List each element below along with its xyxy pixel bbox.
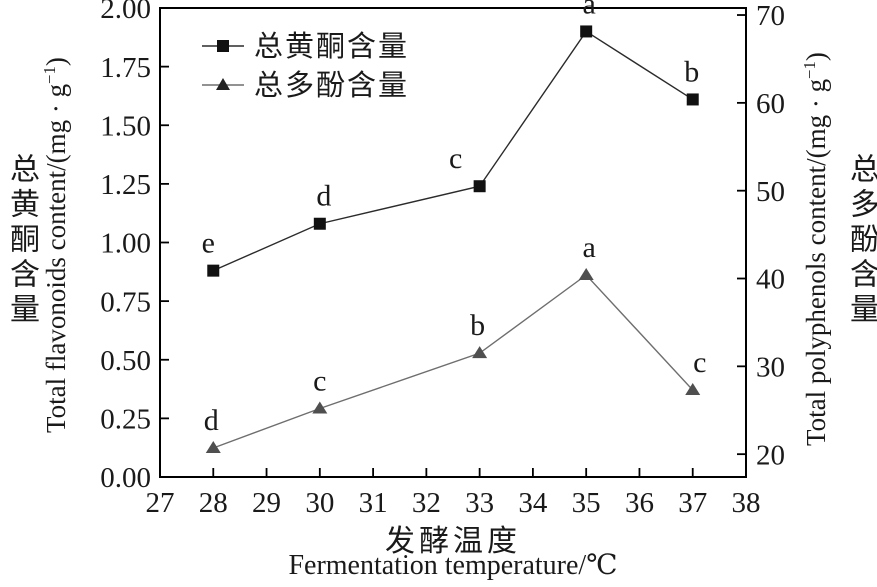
flavonoids-marker <box>207 264 220 277</box>
x-tick-label: 30 <box>305 487 334 519</box>
left-tick-label: 0.00 <box>100 462 151 494</box>
x-tick-label: 27 <box>146 487 175 519</box>
right-axis: 20 30 40 50 60 70 <box>737 0 785 471</box>
series-polyphenols: d c b a c <box>204 231 706 454</box>
plot-frame <box>159 7 747 478</box>
legend-square-marker <box>217 40 229 52</box>
right-axis-title-en: Total polyphenols content/(mg · g−1) <box>794 14 832 484</box>
left-tick-label: 2.00 <box>100 0 151 25</box>
x-tick-label: 29 <box>252 487 281 519</box>
left-axis-title-en-close: ) <box>41 57 71 67</box>
right-tick-label: 70 <box>756 0 785 32</box>
left-axis-title-en: Total flavonoids content/(mg · g−1) <box>34 10 72 480</box>
left-axis: 0.00 0.25 0.50 0.75 1.00 1.25 1.50 1.75 2.00 <box>100 0 169 494</box>
right-tick-label: 40 <box>756 264 785 296</box>
x-tick-label: 31 <box>359 487 388 519</box>
left-axis-title-en-text: Total flavonoids content/(mg · g <box>41 83 71 433</box>
x-axis-title-en: Fermentation temperature/℃ <box>288 550 618 581</box>
x-tick-label: 36 <box>625 487 654 519</box>
left-tick-label: 1.25 <box>100 169 151 201</box>
right-axis-title-en-text: Total polyphenols content/(mg · g <box>801 78 831 446</box>
x-tick-label: 37 <box>678 487 707 519</box>
right-tick-label: 60 <box>756 88 785 120</box>
polyphenols-line <box>213 274 694 449</box>
polyphenols-sig-label: a <box>583 231 596 264</box>
flavonoids-sig-label: d <box>316 180 331 213</box>
polyphenols-marker <box>685 383 701 396</box>
flavonoids-sig-label: a <box>583 0 596 20</box>
flavonoids-sig-label: c <box>449 142 462 175</box>
right-axis-title-en-sup: −1 <box>800 61 819 79</box>
left-tick-label: 0.25 <box>100 404 151 436</box>
x-tick-label: 32 <box>412 487 441 519</box>
left-tick-label: 1.50 <box>100 110 151 142</box>
x-tick-label: 35 <box>572 487 601 519</box>
left-tick-label: 0.50 <box>100 345 151 377</box>
polyphenols-marker <box>205 441 221 454</box>
flavonoids-marker <box>473 180 486 193</box>
flavonoids-marker <box>686 93 699 106</box>
right-axis-title-en-close: ) <box>801 52 831 62</box>
legend-label: 总黄酮含量 <box>254 30 409 63</box>
left-axis-title-en-sup: −1 <box>40 66 59 84</box>
right-tick-label: 30 <box>756 351 785 383</box>
right-tick-label: 50 <box>756 176 785 208</box>
x-tick-label: 28 <box>199 487 228 519</box>
polyphenols-sig-label: d <box>204 404 219 437</box>
legend-triangle-marker <box>216 78 230 90</box>
flavonoids-marker <box>580 25 593 38</box>
polyphenols-sig-label: c <box>693 346 706 379</box>
flavonoids-sig-label: e <box>202 227 215 260</box>
right-tick-label: 20 <box>756 439 785 471</box>
left-tick-label: 1.00 <box>100 228 151 260</box>
x-tick-label: 38 <box>732 487 761 519</box>
polyphenols-marker <box>578 267 594 280</box>
polyphenols-marker <box>312 401 328 414</box>
polyphenols-marker <box>472 346 488 359</box>
polyphenols-sig-label: c <box>313 364 326 397</box>
series-flavonoids: e d c a b <box>202 0 699 277</box>
left-tick-label: 0.75 <box>100 286 151 318</box>
flavonoids-marker <box>313 217 326 230</box>
x-axis-title-zh: 发酵温度 <box>385 525 521 558</box>
x-tick-label: 34 <box>518 487 548 519</box>
right-axis-title-zh: 总多酚含量 <box>845 153 877 328</box>
left-axis-title-zh: 总黄酮含量 <box>5 153 38 328</box>
left-tick-label: 1.75 <box>100 52 151 84</box>
legend-label: 总多酚含量 <box>254 69 409 102</box>
x-axis: 27 28 29 30 31 32 33 34 35 36 37 38 <box>146 468 761 519</box>
polyphenols-sig-label: b <box>470 309 485 342</box>
x-tick-label: 33 <box>465 487 494 519</box>
flavonoids-sig-label: b <box>684 55 699 88</box>
